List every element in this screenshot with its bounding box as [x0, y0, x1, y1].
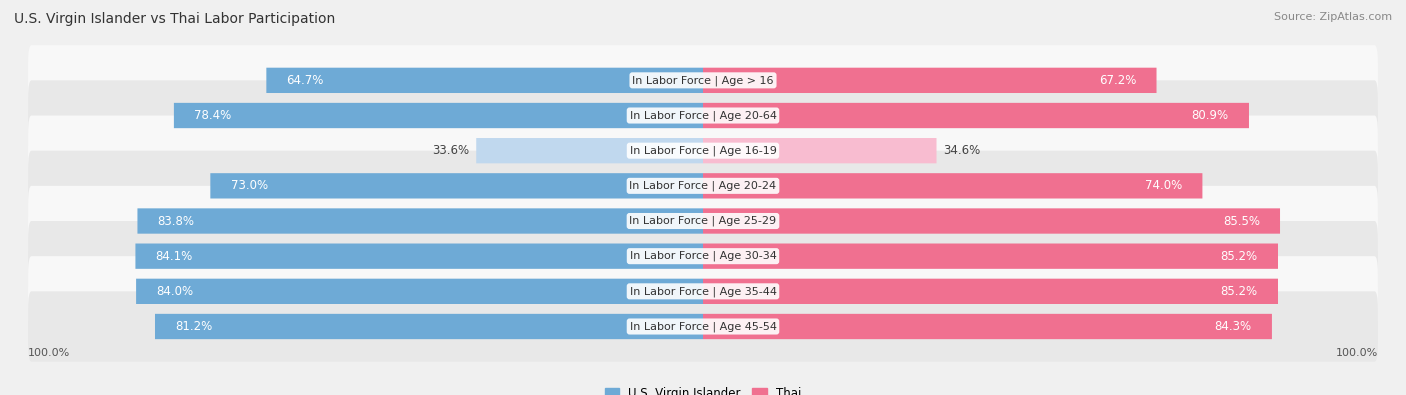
FancyBboxPatch shape	[703, 138, 936, 164]
Text: 73.0%: 73.0%	[231, 179, 267, 192]
Text: In Labor Force | Age 25-29: In Labor Force | Age 25-29	[630, 216, 776, 226]
Text: 84.0%: 84.0%	[156, 285, 194, 298]
FancyBboxPatch shape	[703, 314, 1272, 339]
FancyBboxPatch shape	[703, 243, 1278, 269]
FancyBboxPatch shape	[703, 68, 1157, 93]
Text: 81.2%: 81.2%	[176, 320, 212, 333]
FancyBboxPatch shape	[174, 103, 703, 128]
FancyBboxPatch shape	[703, 103, 1249, 128]
FancyBboxPatch shape	[28, 45, 1378, 115]
Text: Source: ZipAtlas.com: Source: ZipAtlas.com	[1274, 12, 1392, 22]
Legend: U.S. Virgin Islander, Thai: U.S. Virgin Islander, Thai	[600, 383, 806, 395]
FancyBboxPatch shape	[28, 256, 1378, 327]
Text: 85.2%: 85.2%	[1220, 285, 1258, 298]
Text: 83.8%: 83.8%	[157, 214, 194, 228]
Text: In Labor Force | Age 45-54: In Labor Force | Age 45-54	[630, 321, 776, 332]
Text: 85.5%: 85.5%	[1223, 214, 1260, 228]
FancyBboxPatch shape	[28, 186, 1378, 256]
Text: In Labor Force | Age 30-34: In Labor Force | Age 30-34	[630, 251, 776, 261]
Text: In Labor Force | Age 35-44: In Labor Force | Age 35-44	[630, 286, 776, 297]
Text: 78.4%: 78.4%	[194, 109, 232, 122]
Text: 80.9%: 80.9%	[1192, 109, 1229, 122]
FancyBboxPatch shape	[28, 80, 1378, 150]
Text: U.S. Virgin Islander vs Thai Labor Participation: U.S. Virgin Islander vs Thai Labor Parti…	[14, 12, 335, 26]
FancyBboxPatch shape	[135, 243, 703, 269]
Text: In Labor Force | Age > 16: In Labor Force | Age > 16	[633, 75, 773, 86]
Text: 100.0%: 100.0%	[28, 348, 70, 357]
Text: In Labor Force | Age 16-19: In Labor Force | Age 16-19	[630, 145, 776, 156]
Text: 84.3%: 84.3%	[1215, 320, 1251, 333]
FancyBboxPatch shape	[703, 279, 1278, 304]
FancyBboxPatch shape	[28, 150, 1378, 221]
Text: 34.6%: 34.6%	[943, 144, 980, 157]
FancyBboxPatch shape	[28, 115, 1378, 186]
FancyBboxPatch shape	[155, 314, 703, 339]
FancyBboxPatch shape	[28, 221, 1378, 292]
FancyBboxPatch shape	[477, 138, 703, 164]
Text: 100.0%: 100.0%	[1336, 348, 1378, 357]
Text: 85.2%: 85.2%	[1220, 250, 1258, 263]
FancyBboxPatch shape	[703, 173, 1202, 199]
Text: 74.0%: 74.0%	[1144, 179, 1182, 192]
Text: 64.7%: 64.7%	[287, 74, 323, 87]
FancyBboxPatch shape	[28, 292, 1378, 362]
Text: 33.6%: 33.6%	[433, 144, 470, 157]
Text: 84.1%: 84.1%	[156, 250, 193, 263]
FancyBboxPatch shape	[211, 173, 703, 199]
Text: In Labor Force | Age 20-64: In Labor Force | Age 20-64	[630, 110, 776, 121]
Text: In Labor Force | Age 20-24: In Labor Force | Age 20-24	[630, 181, 776, 191]
FancyBboxPatch shape	[136, 279, 703, 304]
FancyBboxPatch shape	[266, 68, 703, 93]
FancyBboxPatch shape	[138, 208, 703, 234]
FancyBboxPatch shape	[703, 208, 1279, 234]
Text: 67.2%: 67.2%	[1099, 74, 1136, 87]
